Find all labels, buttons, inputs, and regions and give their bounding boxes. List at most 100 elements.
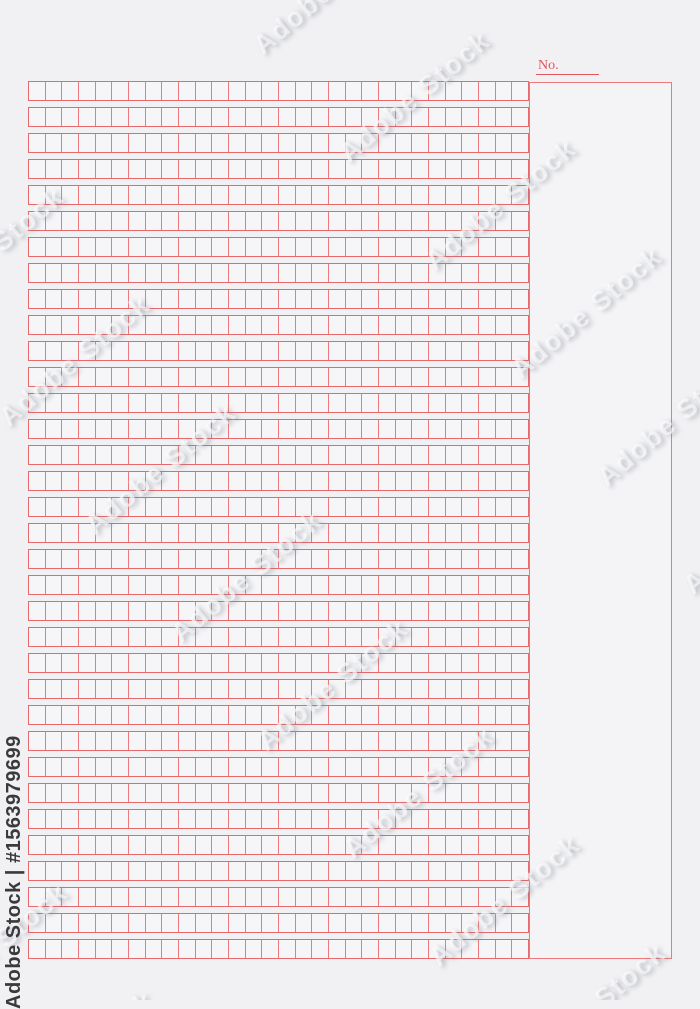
grid-cell <box>379 550 396 568</box>
grid-cell <box>396 160 413 178</box>
grid-cell <box>296 498 313 516</box>
grid-cell <box>296 316 313 334</box>
grid-cell <box>362 160 380 178</box>
grid-cell <box>279 82 296 100</box>
grid-cell <box>146 654 163 672</box>
grid-cell <box>129 446 146 464</box>
grid-cell <box>446 316 463 334</box>
grid-cell <box>512 628 528 646</box>
grid-cell <box>146 550 163 568</box>
grid-row <box>28 757 529 777</box>
grid-cell <box>362 316 380 334</box>
grid-cell <box>79 420 96 438</box>
grid-cell <box>112 264 130 282</box>
grid-cell <box>296 160 313 178</box>
grid-cell <box>462 394 480 412</box>
grid-cell <box>46 654 63 672</box>
grid-cell <box>162 134 180 152</box>
grid-cell <box>229 342 246 360</box>
grid-cell <box>229 602 246 620</box>
grid-cell <box>379 420 396 438</box>
grid-cell <box>229 82 246 100</box>
grid-cell <box>396 264 413 282</box>
grid-cell <box>196 472 213 490</box>
grid-cell <box>29 82 46 100</box>
grid-cell <box>329 550 346 568</box>
grid-cell <box>279 472 296 490</box>
grid-cell <box>296 212 313 230</box>
grid-cell <box>396 758 413 776</box>
grid-row <box>28 263 529 283</box>
grid-cell <box>196 342 213 360</box>
grid-cell <box>79 706 96 724</box>
grid-cell <box>496 342 513 360</box>
grid-cell <box>229 160 246 178</box>
grid-cell <box>29 836 46 854</box>
grid-cell <box>179 160 196 178</box>
grid-cell <box>62 134 80 152</box>
grid-cell <box>162 888 180 906</box>
grid-cell <box>196 914 213 932</box>
grid-cell <box>179 134 196 152</box>
grid-cell <box>496 680 513 698</box>
grid-cell <box>229 420 246 438</box>
grid-cell <box>96 368 113 386</box>
grid-cell <box>229 134 246 152</box>
grid-cell <box>496 472 513 490</box>
grid-cell <box>246 394 263 412</box>
grid-cell <box>462 524 480 542</box>
grid-cell <box>379 212 396 230</box>
grid-cell <box>129 914 146 932</box>
grid-cell <box>262 576 280 594</box>
grid-cell <box>29 602 46 620</box>
grid-cell <box>362 394 380 412</box>
grid-cell <box>262 238 280 256</box>
grid-cell <box>412 160 430 178</box>
grid-cell <box>262 862 280 880</box>
grid-cell <box>29 134 46 152</box>
grid-cell <box>212 550 230 568</box>
grid-cell <box>329 420 346 438</box>
grid-cell <box>112 394 130 412</box>
grid-cell <box>496 628 513 646</box>
grid-cell <box>396 290 413 308</box>
grid-cell <box>96 264 113 282</box>
grid-cell <box>429 264 446 282</box>
grid-cell <box>479 758 496 776</box>
grid-cell <box>46 550 63 568</box>
grid-cell <box>29 342 46 360</box>
grid-cell <box>196 888 213 906</box>
grid-cell <box>446 576 463 594</box>
grid-cell <box>146 420 163 438</box>
grid-cell <box>29 264 46 282</box>
grid-cell <box>379 732 396 750</box>
grid-cell <box>79 368 96 386</box>
grid-cell <box>496 264 513 282</box>
grid-cell <box>96 238 113 256</box>
grid-row <box>28 419 529 439</box>
grid-cell <box>29 420 46 438</box>
grid-cell <box>246 706 263 724</box>
grid-cell <box>329 394 346 412</box>
grid-cell <box>429 732 446 750</box>
grid-row <box>28 809 529 829</box>
grid-cell <box>62 888 80 906</box>
grid-cell <box>446 134 463 152</box>
grid-cell <box>162 212 180 230</box>
grid-cell <box>196 368 213 386</box>
grid-cell <box>196 732 213 750</box>
grid-cell <box>162 186 180 204</box>
grid-cell <box>112 498 130 516</box>
grid-cell <box>329 316 346 334</box>
grid-cell <box>379 836 396 854</box>
grid-cell <box>196 706 213 724</box>
grid-cell <box>112 108 130 126</box>
grid-cell <box>179 368 196 386</box>
grid-cell <box>429 160 446 178</box>
grid-cell <box>329 290 346 308</box>
grid-cell <box>229 888 246 906</box>
grid-cell <box>79 784 96 802</box>
grid-cell <box>279 810 296 828</box>
grid-cell <box>129 654 146 672</box>
grid-cell <box>62 654 80 672</box>
